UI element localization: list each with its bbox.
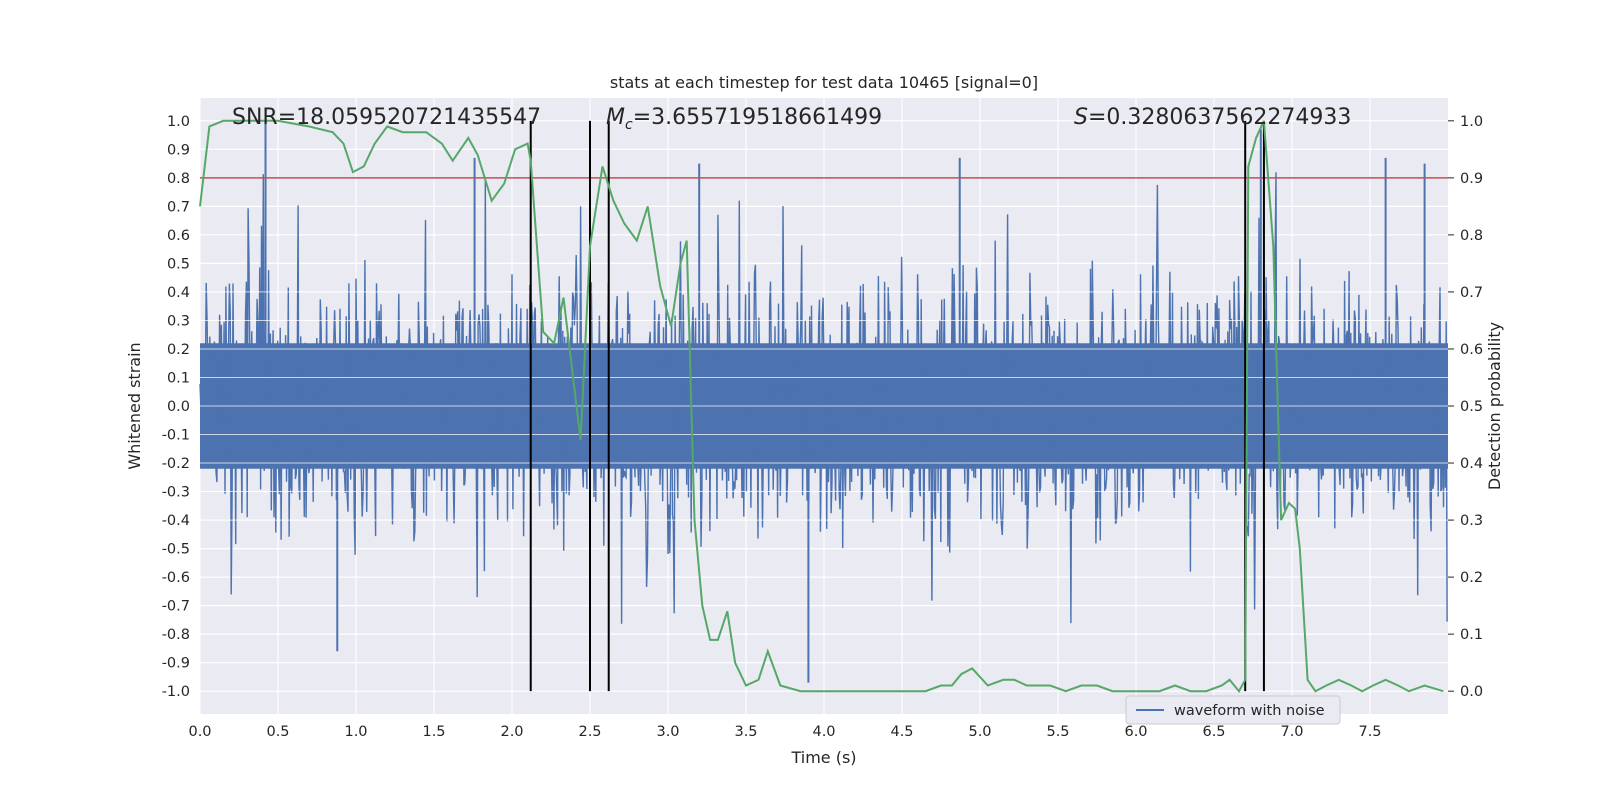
y-tick-label-right: 0.8 [1460, 228, 1483, 244]
y-tick-label-left: -0.5 [162, 542, 190, 558]
x-tick-label: 6.0 [1124, 724, 1147, 740]
y-tick-label-right: 0.0 [1460, 684, 1483, 700]
left-axis-ticks: 1.0 0.9 0.8 0.7 0.6 0.5 0.4 0.3 0.2 0.1 0.0 -0.1 -0.… [162, 114, 190, 700]
y-tick-label-left: 0.0 [167, 399, 190, 415]
y-tick-label-left: 0.3 [167, 313, 190, 329]
x-tick-label: 3.0 [656, 724, 679, 740]
x-tick-label: 3.5 [734, 724, 757, 740]
waveform-line [199, 172, 1448, 624]
y-tick-label-left: -0.3 [162, 485, 190, 501]
x-axis-ticks: 0.0 0.5 1.0 1.5 2.0 2.5 3.0 3.5 4.0 4.5 5.0 5.5 6.0 6… [188, 724, 1381, 740]
x-tick-label: 4.0 [812, 724, 835, 740]
y-tick-label-right: 0.1 [1460, 627, 1483, 643]
y-tick-label-left: 0.2 [167, 342, 190, 358]
y-tick-label-left: 0.5 [167, 256, 190, 272]
y-tick-label-right: 0.6 [1460, 342, 1483, 358]
y-tick-label-left: 1.0 [167, 114, 190, 130]
x-tick-label: 0.0 [188, 724, 211, 740]
y-tick-label-left: -0.7 [162, 599, 190, 615]
chirp-mass-annotation: Mc=3.655719518661499 [606, 105, 882, 133]
right-axis-ticks: 1.0 0.9 0.8 0.7 0.6 0.5 0.4 0.3 0.2 0.1 0.0 [1448, 114, 1483, 700]
y-tick-label-left: -0.1 [162, 428, 190, 444]
x-tick-label: 2.0 [500, 724, 523, 740]
detection-probability-line [199, 119, 1444, 693]
y-tick-label-left: 0.8 [167, 171, 190, 187]
y-tick-label-left: -1.0 [162, 684, 190, 700]
y-tick-label-left: 0.1 [167, 370, 190, 386]
x-tick-label: 7.0 [1280, 724, 1303, 740]
x-tick-label: 2.5 [578, 724, 601, 740]
x-tick-label: 6.5 [1202, 724, 1225, 740]
y-axis-label-right: Detection probability [1485, 322, 1504, 490]
legend-label: waveform with noise [1174, 703, 1325, 719]
y-tick-label-left: -0.4 [162, 513, 190, 529]
y-tick-label-left: -0.6 [162, 570, 190, 586]
y-tick-label-left: -0.2 [162, 456, 190, 472]
y-tick-label-left: -0.8 [162, 627, 190, 643]
waveform-series [199, 120, 1448, 683]
y-tick-label-left: 0.4 [167, 285, 190, 301]
y-axis-label-left: Whitened strain [125, 342, 144, 469]
x-tick-label: 1.0 [344, 724, 367, 740]
x-tick-label: 5.5 [1046, 724, 1069, 740]
y-tick-label-left: 0.6 [167, 228, 190, 244]
y-tick-label-left: 0.7 [167, 199, 190, 215]
y-tick-label-right: 1.0 [1460, 114, 1483, 130]
snr-annotation: SNR=18.059520721435547 [232, 105, 541, 130]
x-tick-label: 7.5 [1358, 724, 1381, 740]
x-tick-label: 0.5 [266, 724, 289, 740]
x-tick-label: 1.5 [422, 724, 445, 740]
y-tick-label-left: 0.9 [167, 142, 190, 158]
y-tick-label-right: 0.2 [1460, 570, 1483, 586]
s-annotation: S=0.3280637562274933 [1074, 105, 1351, 130]
legend: waveform with noise [1125, 695, 1341, 725]
x-tick-label: 5.0 [968, 724, 991, 740]
x-axis-label: Time (s) [790, 748, 856, 767]
y-tick-label-right: 0.3 [1460, 513, 1483, 529]
detection-probability-series [199, 119, 1444, 693]
y-tick-label-right: 0.7 [1460, 285, 1483, 301]
chart-title: stats at each timestep for test data 104… [610, 73, 1038, 92]
y-tick-label-right: 0.5 [1460, 399, 1483, 415]
y-tick-label-right: 0.9 [1460, 171, 1483, 187]
y-tick-label-right: 0.4 [1460, 456, 1483, 472]
y-tick-label-left: -0.9 [162, 656, 190, 672]
x-tick-label: 4.5 [890, 724, 913, 740]
